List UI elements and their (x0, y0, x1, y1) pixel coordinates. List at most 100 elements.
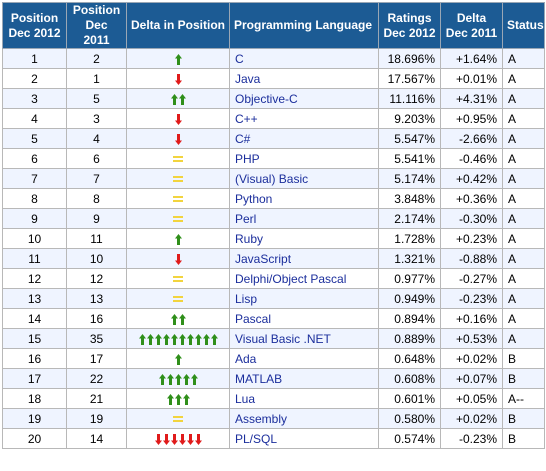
cell-language[interactable]: Assembly (229, 408, 379, 429)
cell-language[interactable]: Ruby (229, 228, 379, 249)
cell-delta-position (126, 288, 230, 309)
cell-position-2012: 9 (2, 208, 67, 229)
table-row: 17 22 MATLAB 0.608% +0.07% B (2, 368, 545, 389)
cell-position-2011: 17 (66, 348, 127, 369)
position-change-indicator (174, 53, 182, 65)
cell-language[interactable]: C (229, 48, 379, 69)
up-arrow-icon (178, 333, 186, 345)
cell-language[interactable]: Ada (229, 348, 379, 369)
cell-position-2012: 1 (2, 48, 67, 69)
cell-delta: +0.02% (440, 408, 503, 429)
cell-rating: 0.889% (378, 328, 441, 349)
cell-position-2012: 18 (2, 388, 67, 409)
cell-position-2012: 3 (2, 88, 67, 109)
up-arrow-icon (178, 93, 186, 105)
header-delta-position: Delta in Position (126, 2, 230, 49)
cell-delta-position (126, 308, 230, 329)
cell-delta: +4.31% (440, 88, 503, 109)
cell-language[interactable]: Delphi/Object Pascal (229, 268, 379, 289)
header-language: Programming Language (229, 2, 379, 49)
equal-icon (173, 196, 183, 203)
cell-rating: 5.547% (378, 128, 441, 149)
table-row: 10 11 Ruby 1.728% +0.23% A (2, 228, 545, 249)
cell-delta: +0.02% (440, 348, 503, 369)
position-change-indicator (173, 153, 183, 165)
cell-language[interactable]: JavaScript (229, 248, 379, 269)
header-ratings: Ratings Dec 2012 (378, 2, 441, 49)
cell-position-2012: 6 (2, 148, 67, 169)
cell-language[interactable]: PL/SQL (229, 428, 379, 449)
cell-language[interactable]: C# (229, 128, 379, 149)
cell-status: B (502, 368, 545, 389)
cell-position-2012: 15 (2, 328, 67, 349)
up-arrow-icon (154, 333, 162, 345)
cell-status: A (502, 148, 545, 169)
position-change-indicator (173, 213, 183, 225)
cell-rating: 0.574% (378, 428, 441, 449)
cell-position-2012: 4 (2, 108, 67, 129)
cell-position-2011: 8 (66, 188, 127, 209)
cell-rating: 18.696% (378, 48, 441, 69)
cell-delta-position (126, 148, 230, 169)
header-status: Status (502, 2, 545, 49)
cell-language[interactable]: Visual Basic .NET (229, 328, 379, 349)
position-change-indicator (154, 433, 202, 445)
cell-language[interactable]: Perl (229, 208, 379, 229)
cell-status: A (502, 88, 545, 109)
cell-delta: -0.23% (440, 428, 503, 449)
up-arrow-icon (166, 373, 174, 385)
up-arrow-icon (182, 373, 190, 385)
cell-delta: -0.88% (440, 248, 503, 269)
up-arrow-icon (170, 93, 178, 105)
cell-language[interactable]: C++ (229, 108, 379, 129)
cell-language[interactable]: Pascal (229, 308, 379, 329)
table-row: 5 4 C# 5.547% -2.66% A (2, 128, 545, 149)
cell-status: A (502, 168, 545, 189)
cell-language[interactable]: (Visual) Basic (229, 168, 379, 189)
cell-delta: +0.23% (440, 228, 503, 249)
up-arrow-icon (182, 393, 190, 405)
cell-position-2011: 7 (66, 168, 127, 189)
cell-position-2012: 17 (2, 368, 67, 389)
cell-delta-position (126, 128, 230, 149)
cell-delta-position (126, 208, 230, 229)
up-arrow-icon (190, 373, 198, 385)
cell-language[interactable]: Lisp (229, 288, 379, 309)
cell-rating: 11.116% (378, 88, 441, 109)
cell-delta: +0.16% (440, 308, 503, 329)
cell-delta: -0.23% (440, 288, 503, 309)
equal-icon (173, 156, 183, 163)
cell-rating: 0.580% (378, 408, 441, 429)
equal-icon (173, 176, 183, 183)
equal-icon (173, 296, 183, 303)
up-arrow-icon (174, 53, 182, 65)
cell-delta: +0.07% (440, 368, 503, 389)
cell-language[interactable]: MATLAB (229, 368, 379, 389)
cell-language[interactable]: Java (229, 68, 379, 89)
table-row: 6 6 PHP 5.541% -0.46% A (2, 148, 545, 169)
cell-status: A-- (502, 388, 545, 409)
position-change-indicator (173, 193, 183, 205)
cell-rating: 5.174% (378, 168, 441, 189)
position-change-indicator (170, 313, 186, 325)
cell-status: A (502, 128, 545, 149)
cell-position-2012: 8 (2, 188, 67, 209)
cell-language[interactable]: Lua (229, 388, 379, 409)
header-delta: Delta Dec 2011 (440, 2, 503, 49)
cell-language[interactable]: PHP (229, 148, 379, 169)
cell-delta: +0.42% (440, 168, 503, 189)
cell-delta-position (126, 248, 230, 269)
up-arrow-icon (138, 333, 146, 345)
table-row: 20 14 PL/SQL 0.574% -0.23% B (2, 428, 545, 449)
cell-delta-position (126, 188, 230, 209)
down-arrow-icon (194, 433, 202, 445)
cell-language[interactable]: Objective-C (229, 88, 379, 109)
cell-status: A (502, 328, 545, 349)
down-arrow-icon (174, 113, 182, 125)
cell-language[interactable]: Python (229, 188, 379, 209)
cell-position-2012: 11 (2, 248, 67, 269)
position-change-indicator (166, 393, 190, 405)
cell-delta-position (126, 48, 230, 69)
down-arrow-icon (174, 73, 182, 85)
position-change-indicator (138, 333, 218, 345)
